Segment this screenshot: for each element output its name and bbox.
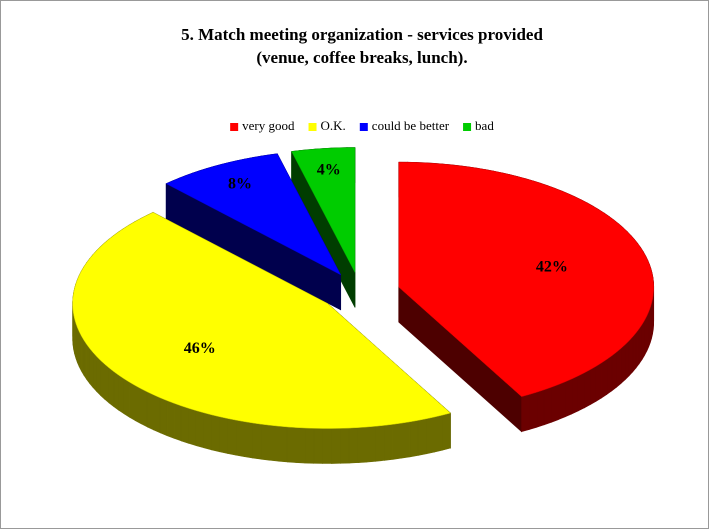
slice-side: [81, 334, 85, 377]
slice: [165, 153, 342, 276]
chart-title: 5. Match meeting organization - services…: [181, 25, 543, 44]
slice-side: [628, 336, 634, 377]
chart-subtitle: (venue, coffee breaks, lunch).: [256, 48, 467, 67]
slice-side: [322, 428, 332, 464]
slice-side: [129, 381, 136, 422]
slice-side: [173, 402, 182, 442]
slice-side: [375, 425, 385, 462]
slice-side: [269, 424, 279, 462]
slice-side: [558, 381, 566, 421]
slice-side: [104, 363, 110, 404]
slice-side: [331, 428, 341, 464]
legend-swatch: [230, 123, 239, 131]
slice-side: [159, 397, 168, 437]
slice: [398, 161, 654, 397]
slice-side: [401, 421, 411, 459]
slice-side: [219, 416, 228, 454]
slice-side: [426, 416, 435, 455]
data-label: 8%: [228, 176, 252, 193]
slice-side: [211, 414, 220, 453]
legend-label: bad: [475, 118, 494, 133]
slice-side: [644, 316, 648, 356]
slice-side: [551, 384, 559, 423]
slice-side: [304, 427, 315, 464]
slice-side: [357, 426, 368, 463]
slice-side: [409, 420, 419, 458]
slice-side: [86, 343, 90, 385]
slice-side: [313, 428, 323, 464]
slice-side: [92, 351, 97, 393]
slice-side: [571, 375, 579, 415]
slice-side: [96, 355, 101, 397]
slice-side: [295, 427, 306, 464]
slice-side: [123, 378, 130, 418]
slice-side: [528, 391, 538, 430]
slice-side: [384, 424, 394, 461]
slice-side: [595, 362, 602, 402]
slice-side: [340, 427, 350, 464]
slice: [291, 147, 356, 273]
slice-side: [392, 422, 402, 460]
slice-side: [78, 331, 82, 372]
slice-side: [227, 418, 237, 456]
data-label: 42%: [536, 259, 568, 276]
slice-side: [536, 389, 545, 428]
slice-side: [564, 378, 573, 418]
slice-side: [118, 374, 125, 415]
slice-side: [577, 372, 585, 412]
legend-swatch: [359, 123, 368, 131]
slice-side: [260, 423, 271, 461]
legend-label: O.K.: [321, 118, 346, 133]
slice-side: [153, 394, 161, 434]
slice-side: [611, 351, 617, 392]
legend-swatch: [463, 123, 472, 131]
legend-label: very good: [242, 118, 295, 133]
slice-side: [620, 343, 626, 385]
slice-side: [235, 419, 245, 458]
slice-side: [113, 371, 120, 411]
slice-side: [638, 323, 643, 365]
slice-side: [442, 412, 451, 451]
slice-side: [635, 327, 640, 369]
slice-side: [543, 386, 552, 426]
slice-side: [286, 426, 297, 463]
slice-side: [134, 385, 142, 425]
slice-side: [140, 388, 148, 428]
slice-side: [434, 414, 443, 453]
slice-side: [252, 422, 262, 460]
slice-side: [641, 319, 645, 361]
slice-side: [108, 367, 115, 408]
slice-side: [243, 421, 254, 459]
slice-side: [146, 391, 154, 431]
slice-side: [278, 425, 288, 463]
slice-side: [616, 347, 622, 388]
legend-label: could be better: [372, 118, 450, 133]
slice-side: [601, 358, 608, 399]
slice-side: [180, 405, 189, 444]
slice-side: [203, 412, 212, 451]
slice-side: [100, 359, 105, 400]
slice-side: [624, 340, 630, 381]
legend-swatch: [308, 123, 317, 131]
slice-side: [195, 410, 205, 449]
slice-side: [83, 339, 87, 381]
slice-side: [632, 331, 637, 373]
slice-side: [166, 400, 175, 439]
data-label: 46%: [184, 340, 216, 357]
slice-side: [366, 425, 376, 463]
slice-side: [348, 427, 359, 464]
data-label: 4%: [317, 162, 341, 179]
slice-side: [417, 418, 427, 456]
slice-side: [584, 369, 591, 409]
slice-side: [606, 355, 613, 396]
legend: very good O.K. could be better bad: [230, 118, 494, 133]
slice-side: [521, 394, 530, 433]
slice: [72, 212, 452, 429]
slice-side: [89, 347, 94, 389]
slice-side: [188, 407, 197, 447]
slice-side: [590, 365, 597, 406]
